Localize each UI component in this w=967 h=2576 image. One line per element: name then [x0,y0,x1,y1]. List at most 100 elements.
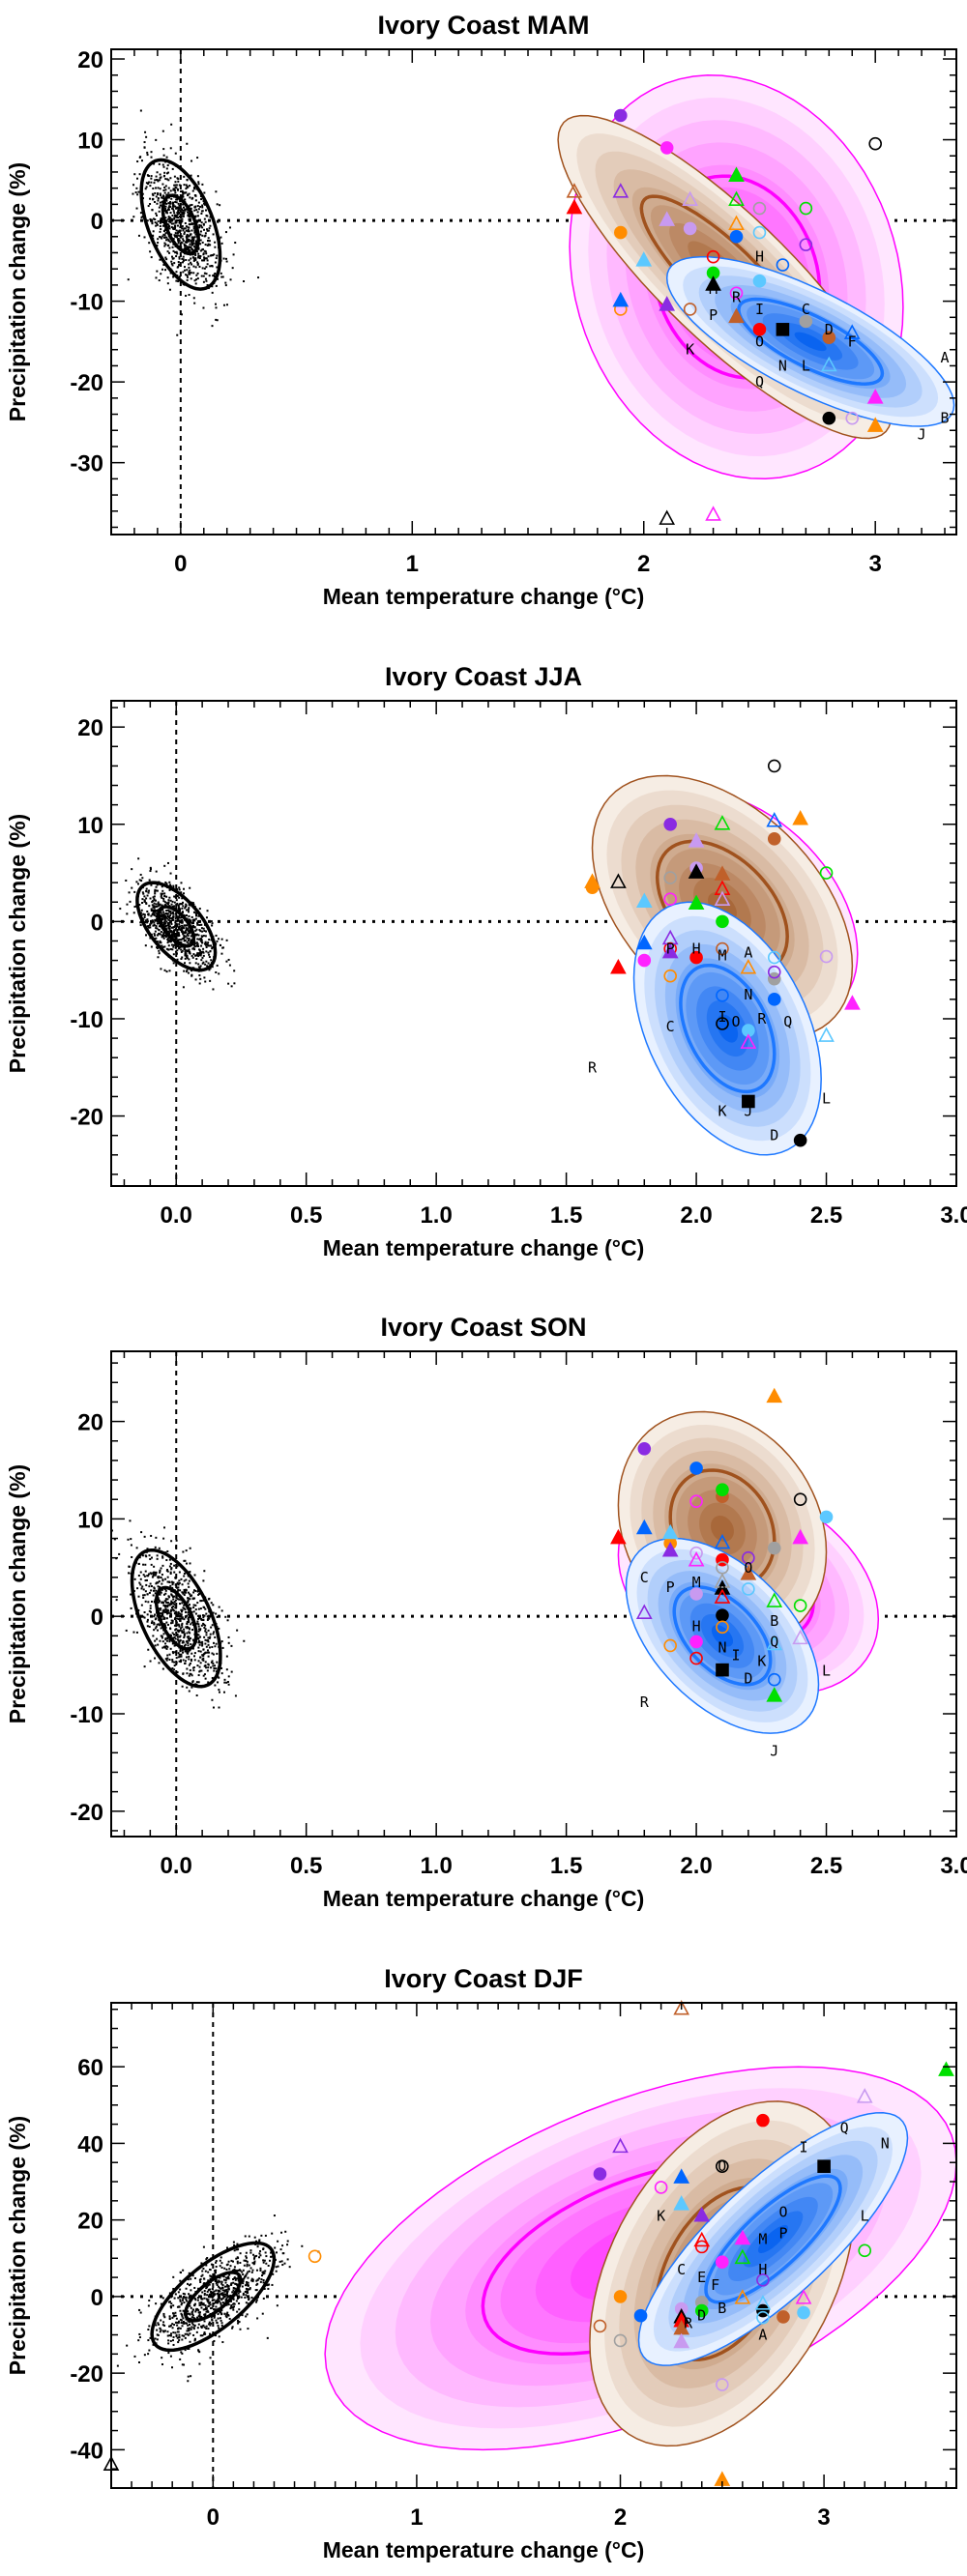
noise-point [152,1573,155,1576]
noise-point [158,162,161,165]
noise-point [231,2306,234,2309]
noise-point [232,2298,235,2301]
noise-point [212,1604,215,1606]
noise-point [157,242,160,245]
noise-point [165,167,168,170]
noise-point [189,185,191,188]
noise-point [161,1640,164,1643]
noise-point [214,303,217,305]
noise-point [174,214,177,217]
noise-point [188,2293,190,2296]
noise-point [180,1613,183,1616]
noise-point [225,1681,228,1684]
noise-point [165,1610,168,1613]
noise-point [186,1620,189,1623]
noise-point [202,1657,205,1660]
noise-point [193,236,196,239]
noise-point [173,943,176,946]
noise-point [196,2297,199,2300]
noise-point [201,206,204,209]
noise-point [173,1633,176,1635]
triangle-marker [566,183,583,198]
circle-marker [756,2303,770,2318]
noise-point [189,952,191,955]
noise-point [252,2257,255,2260]
noise-point [164,243,167,246]
model-letter-label: I [731,1647,740,1664]
noise-point [190,2289,192,2292]
noise-point [126,912,129,915]
noise-point [202,1606,205,1608]
triangle-marker [728,190,745,206]
triangle-marker [635,892,653,909]
noise-point [179,1655,182,1658]
noise-point [185,1656,188,1659]
noise-point [222,257,225,260]
noise-point [136,1587,139,1590]
noise-point [158,279,161,282]
noise-point [155,224,158,227]
noise-point [181,949,184,952]
noise-point [259,2267,262,2270]
noise-point [212,1633,215,1635]
noise-point [182,1592,185,1595]
noise-outer-ellipse [150,2241,277,2353]
noise-point [186,142,189,145]
noise-point [162,1593,165,1596]
noise-point [174,226,177,229]
noise-point [181,1602,184,1605]
noise-point [198,265,201,268]
noise-point [172,915,175,918]
noise-point [149,870,152,873]
noise-point [154,1613,157,1616]
noise-point [175,201,178,204]
noise-point [186,1650,189,1653]
noise-point [156,2333,159,2336]
noise-point [180,1608,183,1611]
noise-point [223,2290,226,2293]
noise-point [213,2293,216,2296]
noise-point [144,944,147,947]
square-marker [742,1094,755,1109]
circle-marker [689,1546,703,1560]
noise-point [197,1681,200,1684]
noise-point [224,281,227,284]
noise-point [160,892,162,895]
noise-point [227,2288,230,2291]
noise-point [192,2327,195,2330]
noise-point [204,2313,207,2316]
noise-point [214,246,217,248]
noise-point [270,2251,273,2254]
noise-point [179,205,182,208]
plot-area [111,2003,956,2488]
noise-point [204,1677,207,1680]
noise-point [205,1612,208,1615]
noise-point [181,1685,184,1688]
noise-point [204,980,207,983]
noise-point [140,880,143,883]
noise-point [201,267,204,270]
x-tick-label: 1 [406,551,419,577]
noise-point [206,2286,209,2289]
noise-point [172,210,175,213]
noise-point [138,2336,141,2339]
noise-point [138,2308,141,2311]
noise-point [177,915,180,918]
noise-point [188,246,190,249]
noise-point [220,2303,222,2306]
noise-point [182,1640,185,1643]
noise-point [238,2308,241,2311]
noise-point [187,239,190,242]
noise-point [223,2278,226,2281]
noise-point [163,245,166,247]
model-letter-label: R [732,288,742,305]
noise-point [212,1653,215,1656]
y-tick-label: -20 [70,1800,103,1826]
noise-point [166,1623,169,1626]
circle-marker [654,2181,668,2194]
noise-point [225,2313,228,2316]
noise-point [190,203,193,206]
noise-point [155,889,158,892]
noise-point [190,246,192,248]
noise-point [182,209,185,212]
